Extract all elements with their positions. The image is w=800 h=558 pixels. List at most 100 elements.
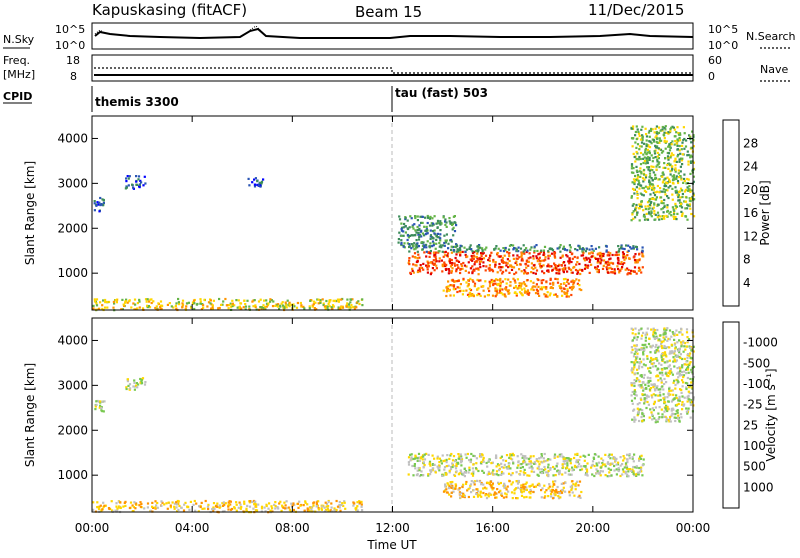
data-cell [430,271,433,274]
data-cell [360,503,363,506]
data-cell [278,502,281,505]
data-cell [668,178,671,181]
data-cell [665,419,668,422]
data-cell [425,225,428,228]
data-cell [438,260,441,263]
data-cell [257,184,260,187]
data-cell [469,458,473,461]
velocity-x-ticks [91,318,694,512]
data-cell [122,505,125,508]
data-cell [679,187,683,190]
data-cell [642,180,645,183]
data-cell [675,394,678,397]
data-cell [413,234,416,237]
data-cell [448,457,451,460]
data-cell [212,502,216,505]
data-cell [636,152,639,155]
data-cell [631,213,634,216]
data-cell [665,404,668,407]
data-cell [493,493,496,496]
data-cell [451,484,454,487]
data-cell [327,302,330,305]
data-cell [641,266,644,269]
data-cell [674,191,678,194]
data-cell [522,483,525,486]
data-cell [689,190,692,193]
data-cell [196,302,199,306]
data-cell [138,300,141,303]
data-cell [515,248,518,251]
data-cell [573,456,576,460]
data-cell [549,458,552,461]
data-cell [664,372,667,375]
data-cell [175,503,178,506]
data-cell [437,467,440,470]
data-cell [431,245,434,248]
data-cell [681,163,684,166]
data-cell [524,455,527,458]
data-cell [633,392,636,395]
data-cell [194,509,197,512]
data-cell [502,270,505,273]
data-cell [450,270,453,273]
data-cell [412,263,415,266]
data-cell [678,158,681,161]
data-cell [464,471,467,474]
data-cell [590,464,593,467]
data-cell [641,253,644,256]
data-cell [466,452,469,456]
data-cell [521,293,524,296]
data-cell [571,257,574,260]
data-cell [674,164,677,167]
data-cell [520,288,523,291]
data-cell [658,141,661,144]
data-cell [511,452,514,455]
data-cell [475,255,478,259]
data-cell [557,495,560,498]
data-cell [460,264,463,267]
data-cell [514,247,517,250]
data-cell [570,458,573,461]
data-cell [645,159,648,162]
data-cell [579,468,582,472]
data-cell [649,387,652,390]
data-cell [471,257,474,260]
data-cell [578,279,581,282]
data-cell [426,214,429,218]
data-cell [685,410,688,413]
data-cell [525,266,528,269]
data-cell [436,232,439,235]
data-cell [480,253,483,256]
data-cell [423,453,426,456]
data-cell [319,301,322,304]
data-cell [664,193,667,196]
data-cell [688,199,691,202]
data-cell [403,242,406,245]
data-cell [668,180,672,183]
data-cell [660,381,663,384]
data-cell [465,265,468,268]
data-cell [224,502,227,505]
data-cell [605,250,608,253]
data-cell [628,468,631,471]
data-cell [487,287,490,290]
data-cell [539,471,542,474]
data-cell [402,234,405,237]
data-cell [637,175,640,178]
data-cell [549,277,552,280]
data-cell [540,279,543,282]
data-cell [119,501,122,504]
data-cell [650,165,653,168]
data-cell [400,243,403,246]
data-cell [206,305,209,308]
data-cell [652,184,655,187]
data-cell [402,245,405,248]
data-cell [178,303,181,306]
data-cell [503,463,506,466]
data-cell [535,459,538,462]
data-cell [686,400,689,403]
data-cell [471,474,475,477]
data-cell [443,459,446,462]
data-cell [669,393,672,396]
data-cell [665,131,668,134]
